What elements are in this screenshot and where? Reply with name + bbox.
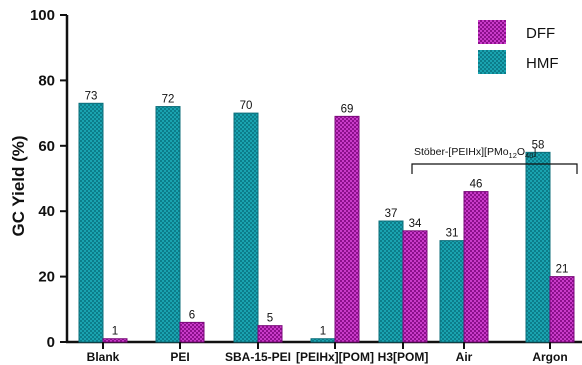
bar-dff — [257, 325, 283, 343]
data-label-dff: 6 — [189, 309, 195, 321]
y-tick-label: 60 — [38, 138, 55, 155]
data-label-dff: 1 — [112, 326, 118, 338]
data-label-dff: 46 — [470, 179, 483, 191]
bar-dff — [334, 115, 360, 343]
y-axis-title: GC Yield (%) — [9, 135, 28, 236]
bar-hmf — [78, 102, 104, 343]
data-label-hmf: 70 — [240, 100, 253, 112]
bracket-line — [411, 163, 578, 174]
x-axis-ticks: Blank PEI SBA-15-PEI [PEIHx][POM] H3[POM] Air… — [87, 342, 568, 364]
data-label-dff: 5 — [267, 313, 273, 325]
data-label-hmf: 58 — [532, 139, 545, 151]
bar-dff — [102, 338, 128, 343]
legend-swatch-dff — [478, 20, 506, 44]
data-label-dff: 34 — [409, 218, 422, 230]
x-tick-label: Air — [456, 350, 473, 364]
data-label-hmf: 37 — [385, 208, 398, 220]
bar-hmf — [439, 240, 465, 343]
bar-hmf — [233, 112, 259, 343]
x-tick-label: [PEIHx][POM] — [296, 350, 374, 364]
bar-dff — [402, 230, 428, 343]
bracket-label: Stöber-[PEIHx][PMo12O40] — [414, 146, 536, 160]
legend-swatch-hmf — [478, 50, 506, 74]
bar-dff — [179, 321, 205, 343]
data-label-dff: 69 — [341, 103, 354, 115]
bar-dff — [549, 276, 575, 343]
data-label-hmf: 72 — [162, 94, 175, 106]
y-tick-label: 20 — [38, 269, 55, 286]
data-label-hmf: 73 — [85, 90, 98, 102]
y-tick-label: 80 — [38, 72, 55, 89]
y-tick-label: 0 — [47, 334, 55, 351]
y-axis-ticks: 0 20 40 60 80 100 — [30, 7, 67, 351]
bar-hmf — [310, 338, 336, 343]
condition-bracket: Stöber-[PEIHx][PMo12O40] — [411, 146, 578, 174]
x-tick-label: Argon — [532, 350, 567, 364]
legend-label-hmf: HMF — [526, 55, 559, 72]
bar-hmf — [378, 220, 404, 343]
bar-dff — [463, 191, 489, 343]
y-tick-label: 100 — [30, 7, 55, 24]
data-label-hmf: 1 — [320, 326, 326, 338]
x-tick-label: Blank — [87, 350, 120, 364]
legend-label-dff: DFF — [526, 25, 555, 42]
bars-group: 73 1 72 6 70 5 1 69 37 34 31 46 58 21 — [78, 90, 575, 343]
data-label-dff: 21 — [556, 264, 569, 276]
bar-hmf — [525, 151, 551, 343]
data-label-hmf: 31 — [446, 228, 459, 240]
bar-hmf — [155, 106, 181, 343]
y-tick-label: 40 — [38, 203, 55, 220]
x-tick-label: SBA-15-PEI — [225, 350, 291, 364]
x-tick-label: H3[POM] — [378, 350, 429, 364]
legend: DFF HMF — [478, 20, 559, 74]
x-tick-label: PEI — [170, 350, 189, 364]
